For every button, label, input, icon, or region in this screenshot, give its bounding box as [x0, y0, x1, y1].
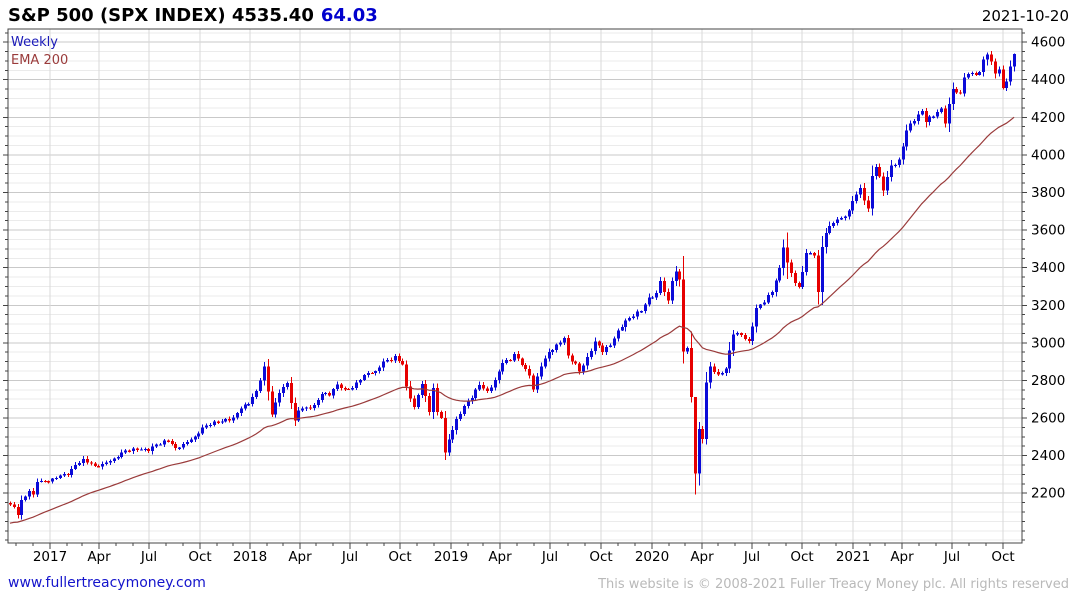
- y-tick-label: 3400: [1031, 260, 1065, 276]
- x-tick-label: Apr: [690, 549, 714, 565]
- x-axis-labels: 2017 Apr Jul Oct 2018 Apr Jul Oct 2019 Apr Jul Oct 2…: [33, 549, 1015, 565]
- site-link[interactable]: www.fullertreacymoney.com: [8, 575, 206, 591]
- y-tick-label: 3800: [1031, 185, 1065, 201]
- x-tick-label: 2019: [434, 549, 468, 565]
- x-tick-label: Jul: [743, 549, 760, 565]
- plot-border: [7, 28, 1023, 544]
- x-tick-label: Oct: [589, 549, 612, 565]
- timeframe-label: Weekly: [11, 35, 58, 50]
- x-tick-label: Oct: [388, 549, 411, 565]
- y-tick-label: 4200: [1031, 110, 1065, 126]
- y-tick-label: 4000: [1031, 147, 1065, 163]
- chart-title-main: S&P 500 (SPX INDEX) 4535.40: [8, 5, 314, 26]
- y-axis-labels: 2200 2400 2600 2800 3000 3200 3400 3600 3800 4000…: [1031, 35, 1065, 502]
- x-tick-label: Oct: [991, 549, 1014, 565]
- x-tick-label: Oct: [188, 549, 211, 565]
- x-tick-label: 2020: [635, 549, 669, 565]
- x-tick-label: Apr: [87, 549, 111, 565]
- x-tick-label: Apr: [488, 549, 512, 565]
- major-gridlines: [8, 41, 1022, 494]
- candles: [9, 51, 1016, 520]
- x-tick-label: Jul: [140, 549, 157, 565]
- y-tick-label: 3600: [1031, 223, 1065, 239]
- copyright-text: This website is © 2008-2021 Fuller Treac…: [598, 577, 1069, 592]
- x-tick-label: Jul: [541, 549, 558, 565]
- y-tick-label: 3200: [1031, 298, 1065, 314]
- y-tick-label: 2600: [1031, 411, 1065, 427]
- minor-gridlines: [8, 32, 1022, 541]
- y-tick-label: 2200: [1031, 486, 1065, 502]
- x-tick-label: Apr: [890, 549, 914, 565]
- ema-line: [9, 116, 1015, 524]
- y-tick-label: 2800: [1031, 373, 1065, 389]
- x-tick-label: Apr: [288, 549, 312, 565]
- x-tick-label: Oct: [790, 549, 813, 565]
- y-tick-label: 4600: [1031, 35, 1065, 51]
- x-tick-label: 2017: [33, 549, 67, 565]
- y-tick-label: 3000: [1031, 335, 1065, 351]
- chart-change-value: 64.03: [320, 5, 378, 26]
- chart-date: 2021-10-20: [981, 7, 1069, 25]
- ema-legend-label: EMA 200: [11, 53, 69, 68]
- x-tick-label: 2021: [836, 549, 870, 565]
- vertical-gridlines: [49, 29, 1004, 543]
- y-tick-label: 2400: [1031, 448, 1065, 464]
- x-tick-label: Jul: [943, 549, 960, 565]
- chart-title: S&P 500 (SPX INDEX) 4535.40 64.03: [8, 5, 378, 26]
- x-tick-label: 2018: [233, 549, 267, 565]
- x-tick-label: Jul: [341, 549, 358, 565]
- y-tick-label: 4400: [1031, 72, 1065, 88]
